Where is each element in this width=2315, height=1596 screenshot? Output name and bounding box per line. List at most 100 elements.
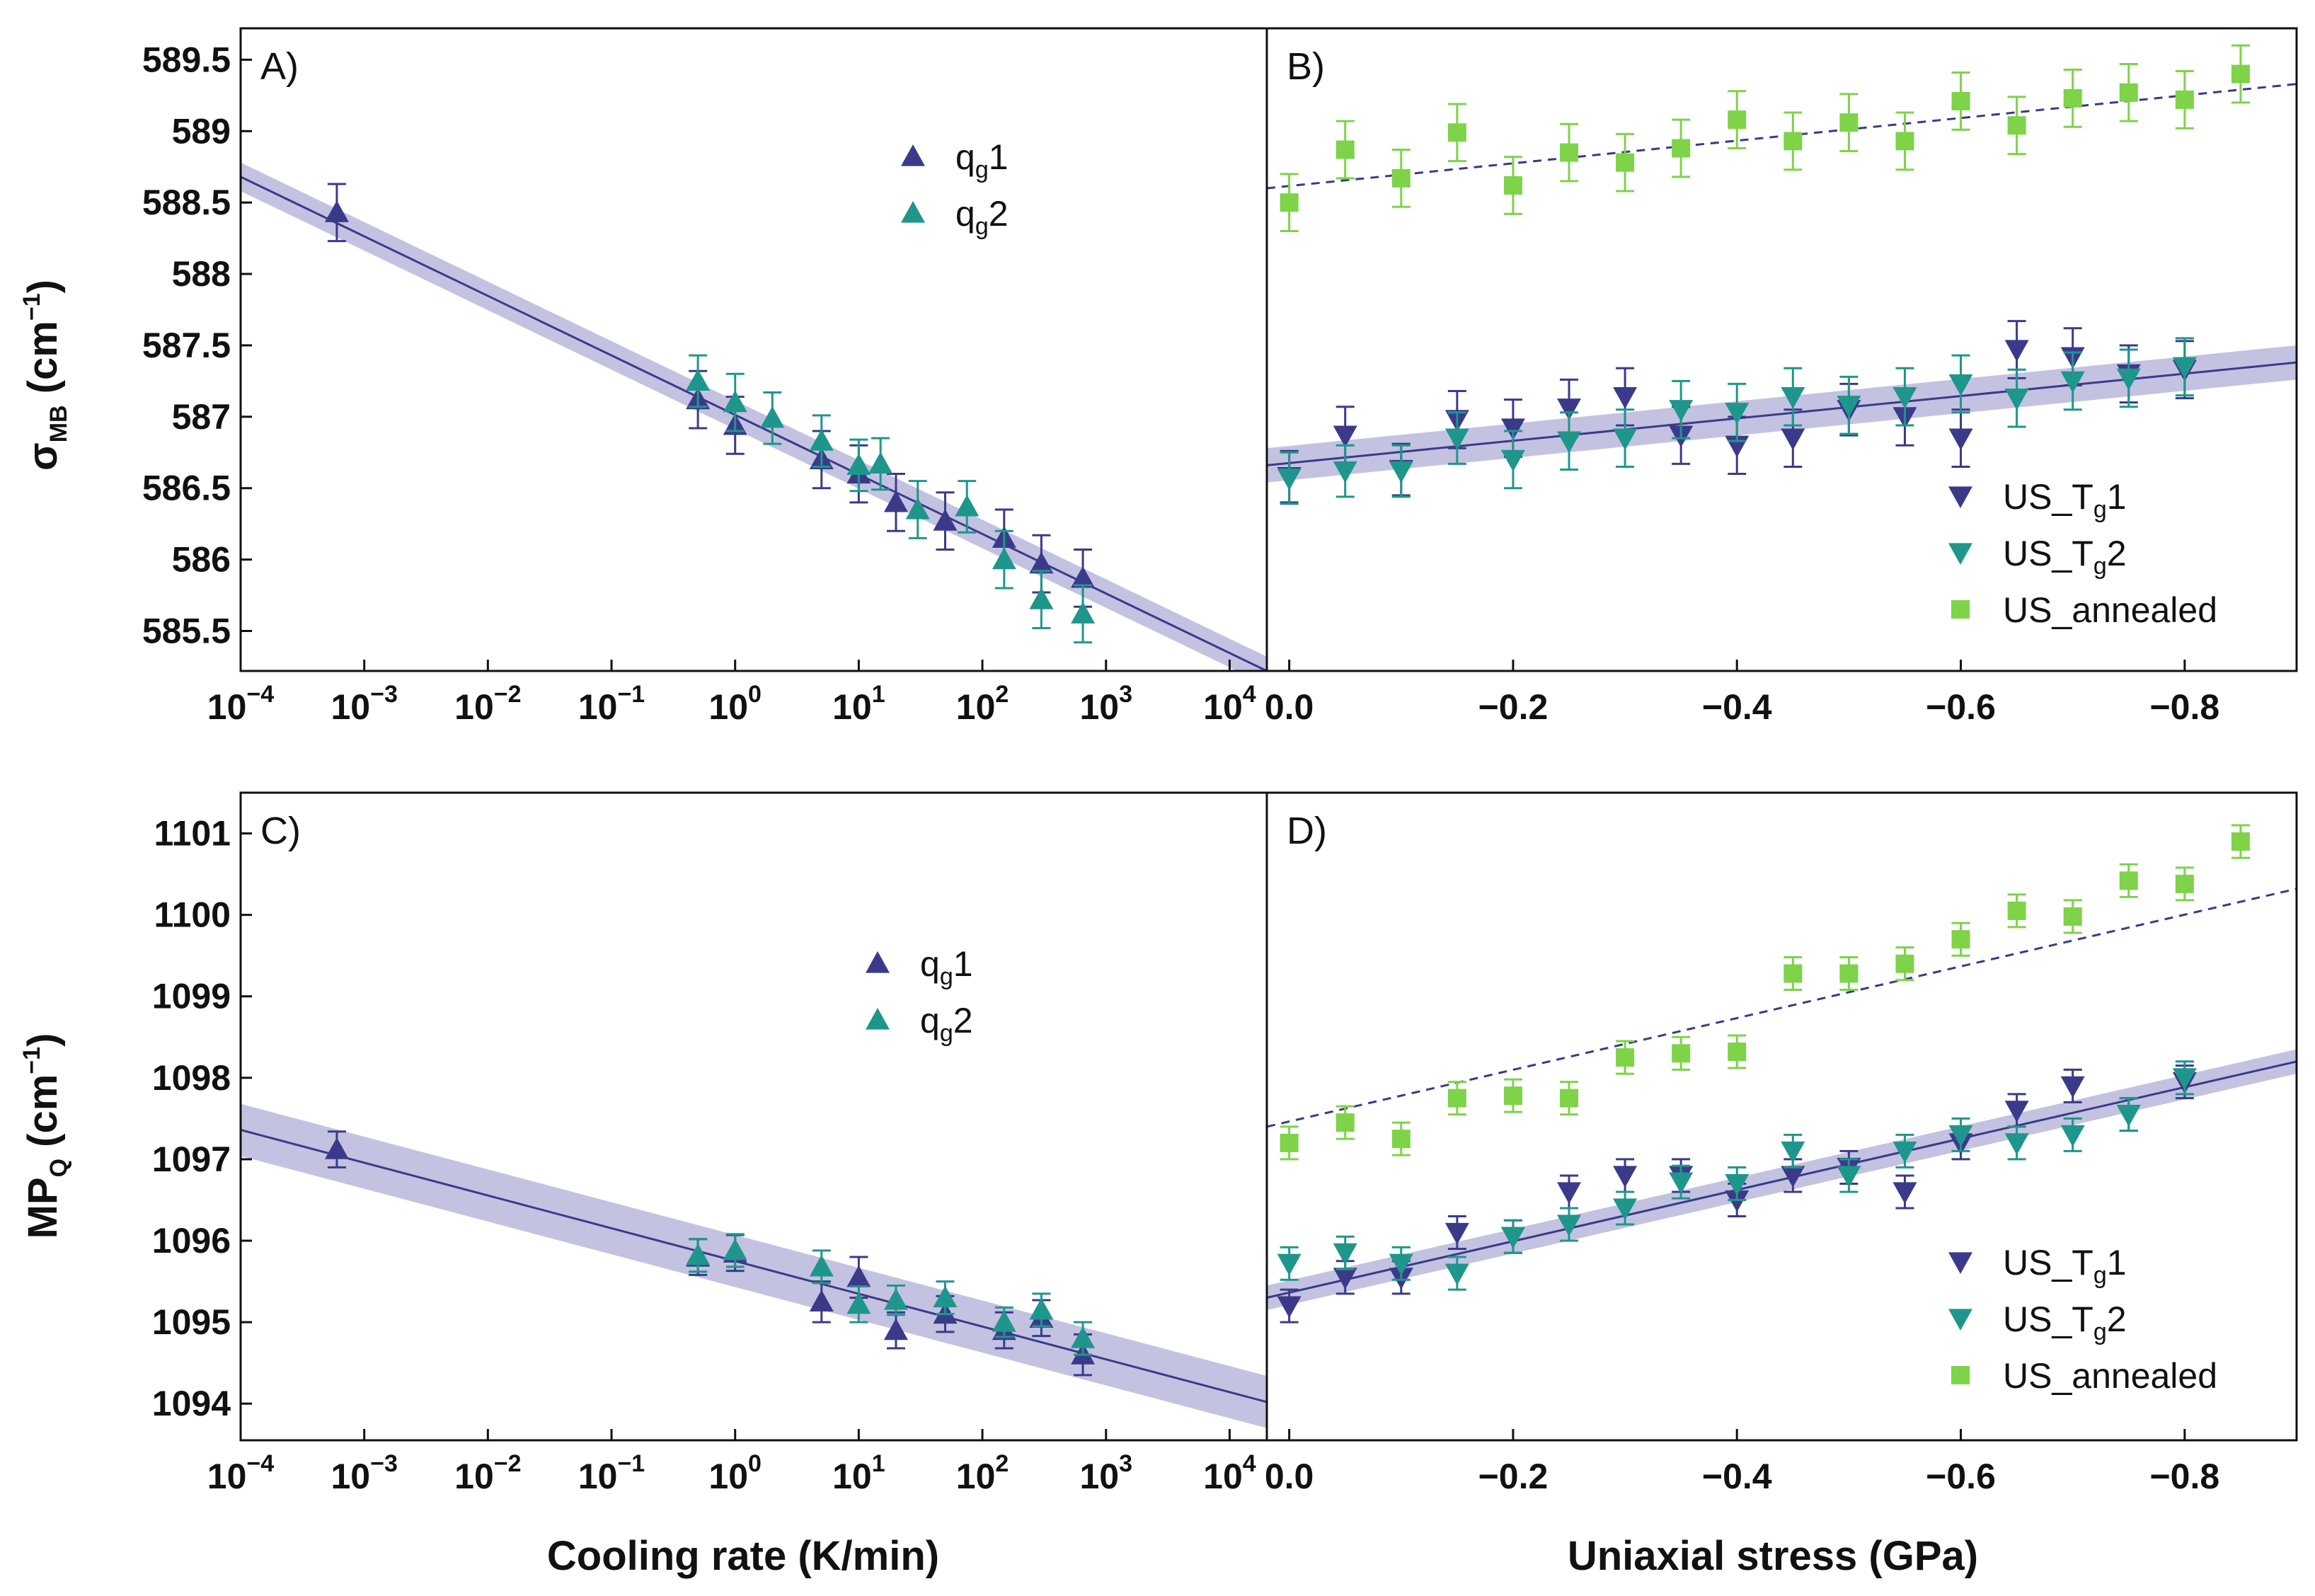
y-tick-label: 586 bbox=[172, 540, 231, 580]
data-point bbox=[1725, 1173, 1750, 1196]
data-point bbox=[905, 497, 930, 519]
legend-marker bbox=[901, 144, 925, 166]
data-point bbox=[2231, 64, 2250, 84]
data-point bbox=[1277, 469, 1302, 490]
data-point bbox=[1333, 1243, 1357, 1265]
y-tick-label: 587 bbox=[172, 397, 231, 437]
series-qg2 bbox=[686, 354, 1096, 644]
fit-line bbox=[241, 1129, 1267, 1403]
legend-marker bbox=[901, 201, 925, 223]
data-point bbox=[809, 1290, 834, 1311]
data-point bbox=[883, 1288, 908, 1310]
data-point bbox=[1029, 587, 1054, 609]
y-tick-label: 1095 bbox=[152, 1302, 231, 1342]
data-point bbox=[846, 1265, 871, 1287]
data-point bbox=[1500, 1227, 1525, 1249]
x-tick-label: −0.4 bbox=[1702, 687, 1772, 727]
data-point bbox=[2063, 907, 2082, 926]
data-point bbox=[1781, 428, 1805, 451]
data-point bbox=[868, 452, 893, 474]
x-tick-label: 104 bbox=[1203, 681, 1256, 727]
data-point bbox=[1895, 132, 1914, 151]
data-point bbox=[1071, 1326, 1096, 1348]
x-tick-label: 100 bbox=[708, 1450, 762, 1496]
plot-area bbox=[241, 1103, 1267, 1428]
data-point bbox=[2004, 1101, 2029, 1123]
plot-area bbox=[241, 162, 1267, 671]
legend-label: US_Tg2 bbox=[2003, 1299, 2127, 1345]
x-tick-label: 103 bbox=[1079, 681, 1132, 727]
data-point bbox=[1613, 386, 1638, 409]
data-point bbox=[1029, 551, 1054, 574]
data-point bbox=[1895, 954, 1914, 973]
y-tick-label: 1094 bbox=[152, 1384, 231, 1423]
y-tick-label: 1097 bbox=[152, 1139, 231, 1179]
axes-frame bbox=[239, 27, 1268, 672]
legend-marker bbox=[1951, 1366, 1970, 1384]
data-point bbox=[324, 1137, 349, 1159]
panels: 585.5 586 586.5 587 587.5 588 588.5 589 589.5 10−… bbox=[142, 27, 2298, 1496]
x-tick-label: −0.2 bbox=[1478, 1457, 1549, 1496]
data-point bbox=[883, 1318, 908, 1340]
data-point bbox=[1613, 1198, 1638, 1220]
y-tick-label: 586.5 bbox=[142, 469, 231, 508]
data-point bbox=[955, 494, 980, 517]
data-point bbox=[809, 1254, 834, 1277]
data-point bbox=[1781, 1166, 1805, 1188]
x-tick-label: 104 bbox=[1203, 1450, 1256, 1496]
data-point bbox=[2004, 340, 2029, 362]
data-point bbox=[1557, 1215, 1582, 1236]
x-tick-label: −0.6 bbox=[1926, 687, 1996, 727]
data-point bbox=[324, 200, 349, 222]
panel-d: 0.0 −0.2 −0.4 −0.6 −0.8 D) US_Tg1 US_Tg2 US_anne… bbox=[1265, 791, 2298, 1496]
data-point bbox=[1616, 1048, 1635, 1067]
x-tick-label: 10−4 bbox=[207, 681, 274, 727]
data-point bbox=[1781, 1141, 1805, 1164]
data-point bbox=[2175, 874, 2194, 893]
fit-line bbox=[1267, 361, 2297, 466]
data-point bbox=[1071, 602, 1096, 624]
data-point bbox=[1557, 431, 1582, 454]
x-tick-label: 101 bbox=[832, 681, 885, 727]
y-tick-label: 589.5 bbox=[142, 40, 231, 79]
x-tick-label: 10−1 bbox=[578, 1450, 645, 1496]
data-point bbox=[1951, 91, 1970, 110]
data-point bbox=[2060, 371, 2085, 394]
data-point bbox=[2004, 389, 2029, 411]
y-tick-label: 1100 bbox=[154, 895, 231, 935]
data-point bbox=[1728, 1043, 1747, 1061]
data-point bbox=[2060, 1125, 2085, 1147]
series-us-tg2 bbox=[1277, 337, 2197, 505]
data-point bbox=[992, 547, 1016, 570]
data-point bbox=[1391, 1130, 1411, 1149]
panel-c: 1094 1095 1096 1097 1098 1099 1100 1101 10−4 10−3… bbox=[152, 791, 1268, 1496]
panel-b: 0.0 −0.2 −0.4 −0.6 −0.8 B) US_Tg1 US_Tg2 US_anne… bbox=[1265, 27, 2298, 727]
axes-frame bbox=[1265, 27, 2298, 672]
y-tick-label: 1098 bbox=[152, 1058, 231, 1098]
data-point bbox=[1951, 930, 1970, 949]
data-point bbox=[1389, 1253, 1413, 1276]
x-tick-label: 10−1 bbox=[578, 681, 645, 727]
data-point bbox=[686, 369, 711, 391]
data-point bbox=[1725, 1190, 1750, 1212]
data-point bbox=[1837, 396, 1861, 418]
data-point bbox=[846, 1292, 871, 1314]
legend: US_Tg1 US_Tg2 US_annealed bbox=[1948, 1243, 2217, 1396]
data-point bbox=[1389, 461, 1413, 483]
panel-a: 585.5 586 586.5 587 587.5 588 588.5 589 589.5 10−… bbox=[142, 27, 1268, 727]
data-point bbox=[723, 1238, 747, 1261]
data-point bbox=[1333, 461, 1357, 483]
data-point bbox=[1672, 139, 1691, 158]
legend-marker bbox=[1948, 543, 1972, 565]
data-point bbox=[1391, 168, 1411, 188]
fit-line bbox=[1267, 1060, 2297, 1299]
data-point bbox=[1277, 1296, 1302, 1319]
series-qg2 bbox=[686, 1233, 1096, 1356]
x-tick-label: 100 bbox=[708, 681, 762, 727]
legend-label: US_Tg2 bbox=[2003, 534, 2127, 580]
data-point bbox=[1613, 1166, 1638, 1188]
data-point bbox=[1892, 386, 1917, 409]
data-point bbox=[2007, 901, 2026, 920]
data-point bbox=[1837, 1166, 1861, 1188]
